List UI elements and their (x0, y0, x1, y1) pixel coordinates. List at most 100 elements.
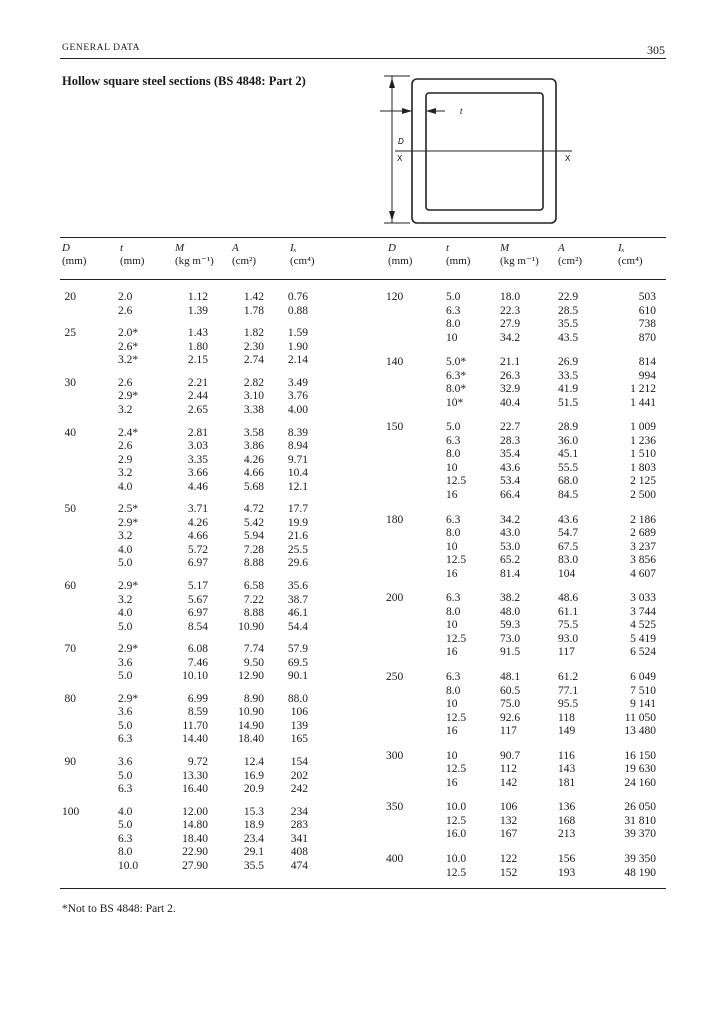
cell-d: 150 (386, 421, 404, 434)
cell-ix: 6 049 (630, 671, 656, 683)
cell-t: 8.0 (446, 448, 461, 461)
cell-a: 8.88 (243, 607, 264, 619)
cell-ix: 870 (638, 331, 656, 344)
cell-m: 27.90 (182, 859, 208, 872)
cell-t: 10 (446, 619, 458, 632)
column-unit: (kg m⁻¹) (500, 255, 539, 267)
column-header-d: D (mm) (388, 242, 412, 268)
cell-ix: 12.1 (287, 480, 308, 493)
cell-a: 136 (558, 801, 576, 814)
cell-ix: 283 (290, 819, 308, 832)
column-symbol: Iₓ (618, 242, 625, 254)
cell-ix: 1 212 (630, 383, 656, 396)
cell-ix: 4 607 (630, 567, 656, 580)
cell-ix: 54.4 (287, 620, 308, 633)
cell-ix: 69.5 (287, 656, 308, 669)
cell-m: 132 (500, 814, 518, 827)
cell-m: 48.0 (500, 605, 521, 618)
column-unit: (cm⁴) (290, 255, 315, 267)
column-symbol: t (120, 242, 124, 254)
cell-ix: 29.6 (287, 557, 308, 570)
cell-ix: 610 (638, 304, 656, 317)
cell-a: 2.82 (243, 376, 264, 389)
cell-m: 6.99 (187, 692, 208, 705)
cell-t: 2.6 (118, 440, 133, 453)
arrow-right-icon (402, 108, 412, 114)
cell-ix: 8.39 (287, 426, 308, 439)
cell-ix: 17.7 (287, 503, 308, 516)
cell-ix: 3 744 (630, 605, 656, 618)
diagram-label-d: D (398, 137, 404, 146)
cell-a: 1.78 (243, 304, 264, 317)
cell-t: 8.0* (446, 383, 467, 396)
column-symbol: M (500, 242, 510, 254)
cell-t: 2.6* (118, 340, 139, 353)
cell-d: 20 (64, 291, 77, 303)
cell-a: 117 (558, 646, 575, 659)
column-header-t: t (mm) (446, 242, 470, 268)
cell-ix: 3.49 (287, 376, 308, 389)
cell-a: 33.5 (558, 369, 579, 382)
cell-a: 95.5 (558, 698, 579, 710)
cell-d: 70 (64, 643, 77, 656)
cell-t: 5.0 (446, 421, 461, 434)
cell-m: 91.5 (500, 646, 521, 659)
cell-ix: 1 236 (630, 434, 656, 447)
cell-ix: 46.1 (287, 607, 308, 619)
cell-a: 5.68 (243, 480, 264, 493)
column-unit: (mm) (120, 255, 145, 267)
cell-a: 41.9 (558, 383, 579, 396)
diagram-label-x-right: X (565, 154, 571, 163)
cell-m: 5.72 (187, 543, 208, 556)
cell-m: 92.6 (500, 711, 521, 724)
cell-a: 36.0 (558, 434, 579, 447)
cell-a: 2.30 (243, 340, 264, 353)
cell-t: 16 (446, 725, 458, 737)
cell-m: 2.15 (187, 354, 208, 367)
cell-m: 13.30 (182, 769, 208, 782)
cell-ix: 13 480 (624, 725, 656, 737)
cell-t: 16 (446, 776, 458, 789)
cell-t: 2.4* (118, 426, 139, 439)
cell-ix: 26 050 (624, 801, 656, 814)
cell-a: 2.74 (243, 354, 264, 367)
cell-a: 12.90 (238, 670, 264, 683)
cell-ix: 9 141 (630, 698, 656, 710)
cell-m: 167 (500, 828, 518, 841)
cell-t: 10.0 (446, 801, 467, 814)
arrow-down-icon (389, 211, 395, 221)
cell-t: 2.9* (118, 643, 139, 656)
cell-a: 45.1 (558, 448, 579, 461)
cell-t: 3.2* (118, 354, 139, 367)
diagram-label-x-left: X (397, 154, 403, 163)
column-symbol: t (446, 242, 450, 254)
column-symbol: M (175, 242, 185, 254)
cell-a: 4.26 (243, 453, 264, 466)
cell-t: 6.3 (446, 513, 461, 526)
column-header-ix: Iₓ (cm⁴) (618, 242, 643, 268)
cell-t: 4.0 (118, 805, 133, 818)
cell-m: 43.0 (500, 527, 521, 540)
cell-a: 143 (558, 763, 576, 776)
cell-m: 22.90 (182, 846, 208, 859)
column-symbol: A (558, 242, 565, 254)
cell-ix: 3.76 (287, 390, 308, 403)
column-symbol: A (232, 242, 239, 254)
cell-a: 35.5 (558, 318, 579, 330)
cell-a: 68.0 (558, 475, 579, 488)
cell-t: 10.0 (446, 853, 467, 866)
cell-a: 12.4 (243, 756, 264, 769)
cell-ix: 0.88 (287, 304, 308, 317)
cell-t: 2.6 (118, 376, 133, 389)
cell-ix: 31 810 (624, 814, 656, 827)
cell-t: 10 (446, 749, 458, 762)
cell-t: 8.0 (446, 605, 461, 618)
cell-d: 200 (386, 592, 404, 605)
cell-a: 6.58 (243, 580, 264, 592)
cell-m: 8.54 (187, 620, 208, 633)
cell-a: 61.2 (558, 671, 579, 683)
column-header-ix: Iₓ (cm⁴) (290, 242, 315, 268)
table-header-rule (60, 279, 666, 280)
cell-ix: 994 (638, 369, 656, 382)
cell-m: 10.10 (182, 670, 208, 683)
